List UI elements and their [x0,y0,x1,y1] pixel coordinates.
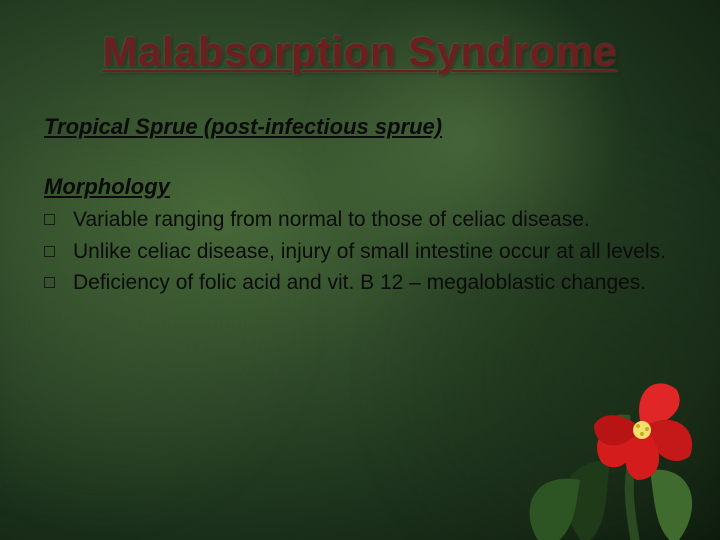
bullet-text: Unlike celiac disease, injury of small i… [73,238,676,266]
checkbox-icon [44,246,55,257]
bullet-list: Variable ranging from normal to those of… [44,206,676,297]
section-heading: Morphology [44,174,676,200]
slide-subtitle: Tropical Sprue (post-infectious sprue) [44,114,676,140]
list-item: Deficiency of folic acid and vit. B 12 –… [44,269,676,297]
slide-container: Malabsorption Syndrome Tropical Sprue (p… [0,0,720,329]
list-item: Variable ranging from normal to those of… [44,206,676,234]
flower-decoration [490,310,720,540]
list-item: Unlike celiac disease, injury of small i… [44,238,676,266]
bullet-text: Variable ranging from normal to those of… [73,206,676,234]
slide-title: Malabsorption Syndrome [44,28,676,76]
checkbox-icon [44,277,55,288]
checkbox-icon [44,214,55,225]
bullet-text: Deficiency of folic acid and vit. B 12 –… [73,269,676,297]
